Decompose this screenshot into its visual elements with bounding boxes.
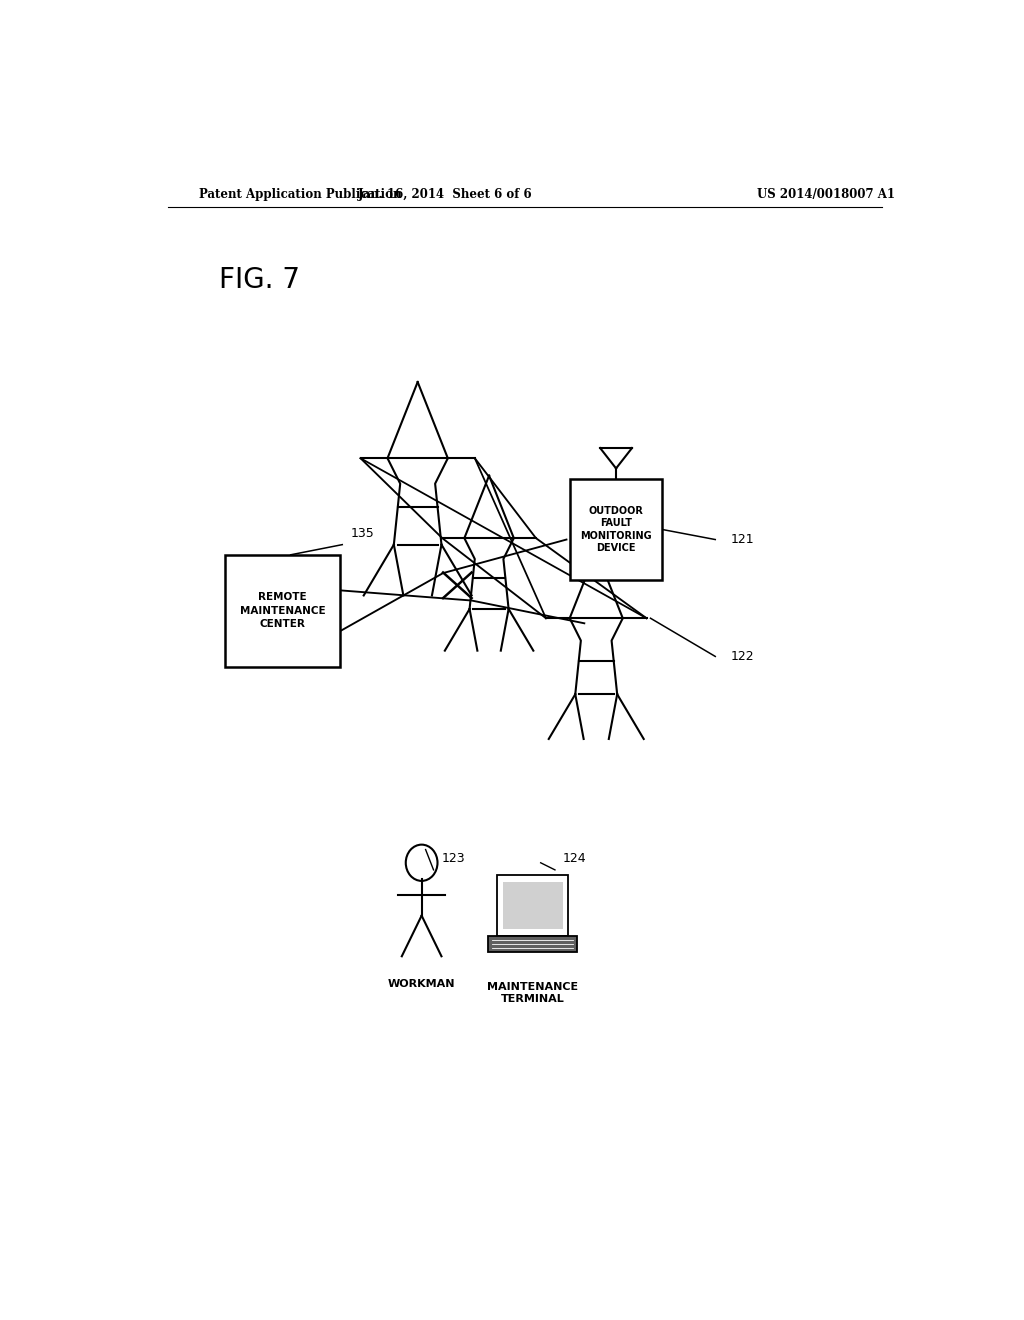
Text: 122: 122: [731, 649, 755, 663]
Bar: [503, 882, 563, 929]
Text: 124: 124: [563, 851, 587, 865]
Text: OUTDOOR
FAULT
MONITORING
DEVICE: OUTDOOR FAULT MONITORING DEVICE: [581, 506, 652, 553]
Text: WORKMAN: WORKMAN: [388, 978, 456, 989]
Bar: [225, 554, 340, 667]
Text: Patent Application Publication: Patent Application Publication: [200, 189, 402, 202]
Bar: [497, 875, 568, 936]
Text: REMOTE
MAINTENANCE
CENTER: REMOTE MAINTENANCE CENTER: [240, 593, 326, 628]
Bar: [488, 936, 578, 952]
Text: 123: 123: [441, 851, 465, 865]
Text: 135: 135: [350, 527, 374, 540]
Text: US 2014/0018007 A1: US 2014/0018007 A1: [758, 189, 895, 202]
Text: FIG. 7: FIG. 7: [219, 267, 300, 294]
Text: 121: 121: [731, 533, 755, 546]
Text: MAINTENANCE
TERMINAL: MAINTENANCE TERMINAL: [487, 982, 579, 1005]
Text: Jan. 16, 2014  Sheet 6 of 6: Jan. 16, 2014 Sheet 6 of 6: [358, 189, 532, 202]
Bar: [570, 479, 662, 581]
